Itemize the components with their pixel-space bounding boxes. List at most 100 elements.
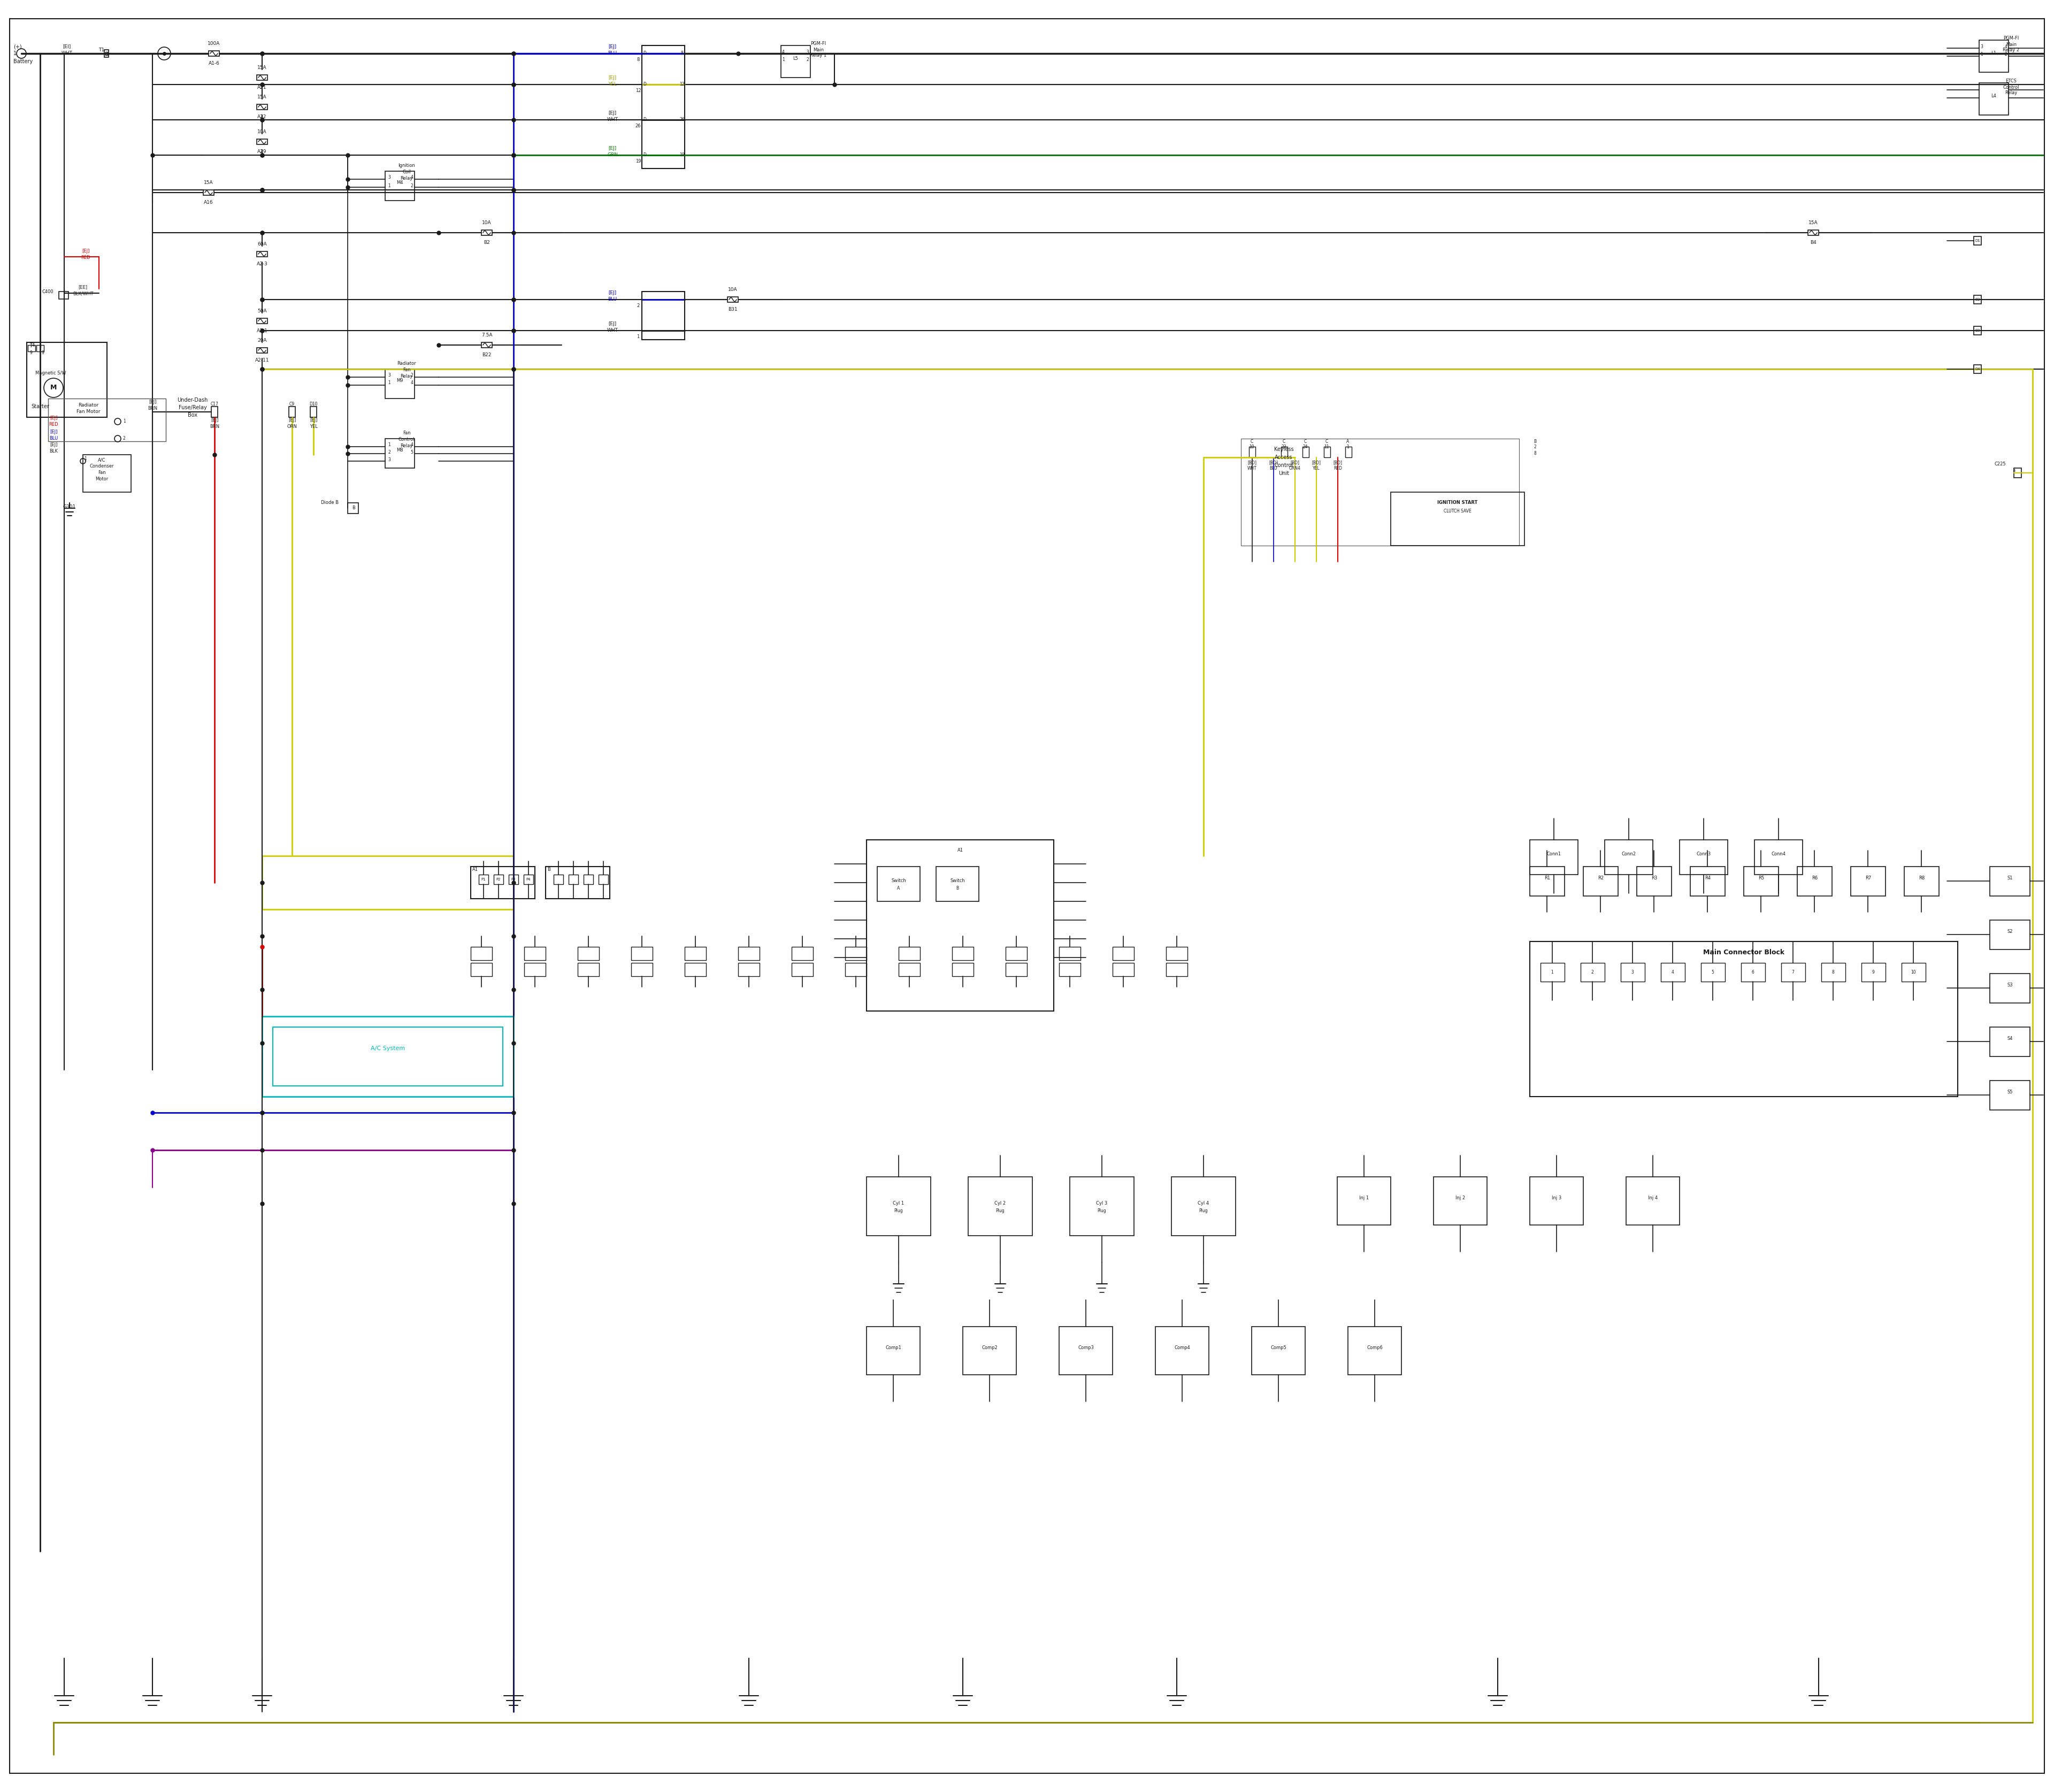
Text: Relay: Relay: [401, 444, 413, 448]
Bar: [27, 342, 107, 418]
Text: Box: Box: [187, 412, 197, 418]
Text: 8: 8: [637, 57, 639, 63]
Text: R4: R4: [1705, 876, 1711, 880]
Bar: [1530, 941, 1957, 1097]
Text: Starter: Starter: [31, 403, 49, 409]
Bar: [583, 874, 594, 883]
Text: C: C: [1304, 439, 1306, 444]
Bar: [867, 840, 1054, 1011]
Text: ORN4: ORN4: [1290, 466, 1300, 471]
Text: D1: D1: [1974, 238, 1980, 242]
Text: B4: B4: [1810, 240, 1816, 246]
Text: A29: A29: [257, 149, 267, 154]
Text: B: B: [1534, 439, 1536, 444]
Text: 1: 1: [123, 419, 125, 425]
Text: Control: Control: [1273, 462, 1294, 468]
Text: Access: Access: [1276, 455, 1292, 461]
Bar: [347, 504, 357, 514]
Bar: [577, 962, 600, 977]
Text: B22: B22: [483, 353, 491, 357]
Bar: [1345, 446, 1352, 457]
Text: Relay 1: Relay 1: [809, 54, 826, 57]
Bar: [598, 874, 608, 883]
Bar: [877, 867, 920, 901]
Text: 10A: 10A: [257, 129, 267, 134]
Text: C9: C9: [290, 401, 296, 407]
Bar: [953, 946, 974, 961]
Text: GRN: GRN: [608, 152, 618, 158]
Bar: [1904, 867, 1939, 896]
Text: P3: P3: [511, 878, 516, 882]
Bar: [1060, 962, 1080, 977]
Text: [EJ]: [EJ]: [310, 418, 316, 423]
Bar: [1990, 1081, 2029, 1109]
Text: BRN: BRN: [210, 425, 220, 428]
Bar: [577, 946, 600, 961]
Bar: [1113, 946, 1134, 961]
Text: 9: 9: [29, 351, 33, 355]
Text: L5: L5: [793, 56, 799, 61]
Text: P4: P4: [526, 878, 530, 882]
Text: 1: 1: [388, 380, 390, 385]
Text: C: C: [1282, 439, 1286, 444]
Text: [EJ]: [EJ]: [49, 430, 58, 435]
Text: A2-3: A2-3: [257, 262, 267, 267]
Bar: [470, 962, 493, 977]
Bar: [684, 946, 707, 961]
Text: C: C: [1325, 439, 1329, 444]
Text: Fan: Fan: [403, 367, 411, 373]
Bar: [1582, 962, 1604, 982]
Text: M4: M4: [396, 181, 403, 185]
Text: [BD]: [BD]: [1290, 461, 1300, 466]
Text: 1: 1: [1980, 52, 1982, 57]
Text: 6: 6: [1752, 969, 1754, 975]
Bar: [105, 52, 107, 56]
Bar: [1325, 446, 1331, 457]
Text: S4: S4: [2007, 1036, 2013, 1041]
Bar: [257, 104, 267, 109]
Text: Inj 1: Inj 1: [1360, 1195, 1368, 1201]
Bar: [470, 867, 534, 898]
Bar: [1167, 962, 1187, 977]
Bar: [1980, 82, 2009, 115]
Bar: [1584, 867, 1619, 896]
Text: 1: 1: [84, 457, 86, 461]
Text: ORN: ORN: [288, 425, 298, 428]
Bar: [727, 297, 737, 303]
Bar: [1990, 973, 2029, 1004]
Text: 3: 3: [1631, 969, 1633, 975]
Text: Control: Control: [398, 437, 415, 443]
Text: [EJ]: [EJ]: [148, 400, 156, 405]
Text: [BD]: [BD]: [1247, 461, 1257, 466]
Text: Under-Dash: Under-Dash: [177, 398, 207, 403]
Text: S5: S5: [2007, 1090, 2013, 1095]
Text: 1: 1: [1551, 969, 1553, 975]
Text: Plug: Plug: [1097, 1208, 1107, 1213]
Text: Cyl 3: Cyl 3: [1097, 1201, 1107, 1206]
Text: D: D: [643, 152, 647, 158]
Text: 7: 7: [1791, 969, 1795, 975]
Text: BLU: BLU: [49, 435, 58, 441]
Text: A: A: [1347, 439, 1349, 444]
Text: Battery: Battery: [14, 59, 33, 65]
Text: Control: Control: [2003, 84, 2019, 90]
Bar: [1861, 962, 1886, 982]
Text: 2: 2: [1534, 444, 1536, 450]
Bar: [386, 439, 415, 468]
Bar: [1391, 493, 1524, 545]
Bar: [1167, 946, 1187, 961]
Text: T4: T4: [29, 342, 35, 348]
Text: 4: 4: [783, 50, 785, 54]
Text: 3: 3: [807, 50, 809, 54]
Bar: [631, 946, 653, 961]
Bar: [937, 867, 980, 901]
Text: B: B: [546, 867, 550, 871]
Text: Fan: Fan: [99, 471, 105, 475]
Text: [EE]: [EE]: [78, 285, 88, 290]
Text: 20A: 20A: [257, 339, 267, 342]
Bar: [1754, 840, 1803, 874]
Text: 5: 5: [1711, 969, 1713, 975]
Text: Switch: Switch: [951, 878, 965, 883]
Bar: [1337, 1177, 1391, 1226]
Text: Comp2: Comp2: [982, 1346, 998, 1349]
